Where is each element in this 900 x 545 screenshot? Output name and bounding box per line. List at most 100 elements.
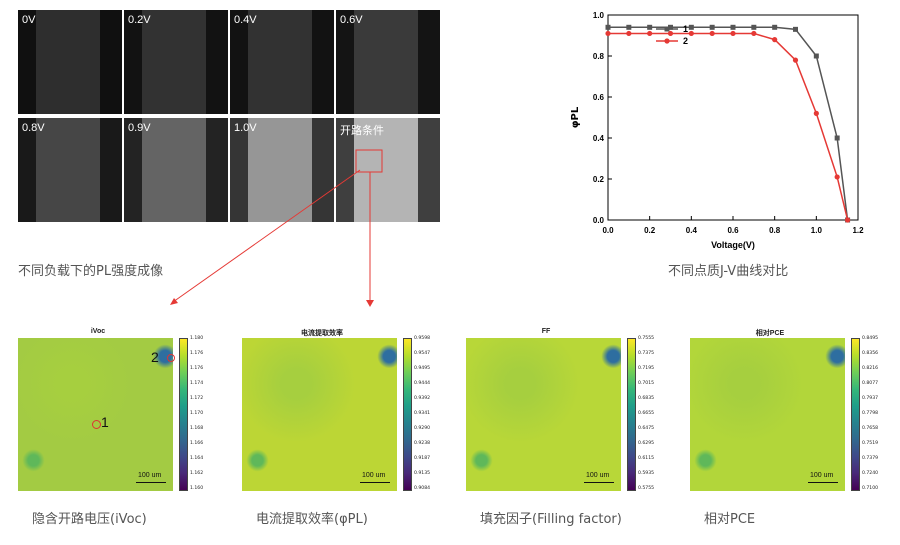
colorbar-tick-label: 1.166 [190, 441, 204, 446]
colorbar-tick-label: 0.7195 [638, 366, 655, 371]
map-title: 相对PCE [755, 330, 785, 337]
pl-image-grid: 0V 0.2V 0.4V 0.6V 0.8V 0.9V 1.0V 开路条件 [18, 10, 440, 222]
series-1-point [647, 24, 653, 30]
x-tick-label: 0.6 [727, 226, 739, 235]
pl-band [36, 10, 100, 114]
colorbar-tick-label: 1.174 [190, 381, 204, 386]
x-tick-label: 0.2 [644, 226, 656, 235]
colorbar-tick-label: 0.9187 [414, 456, 431, 461]
series-1-point [688, 24, 694, 30]
colorbar-tick-label: 0.9135 [414, 471, 431, 476]
series-2-point [730, 30, 736, 37]
colorbar-tick-label: 1.168 [190, 426, 204, 431]
colorbar-tick-label: 0.7798 [862, 411, 879, 416]
colorbar-tick-label: 0.9290 [414, 426, 431, 431]
map-image [466, 338, 621, 491]
colorbar-tick-label: 0.6835 [638, 396, 655, 401]
jv-caption: 不同点质J-V曲线对比 [668, 264, 789, 279]
arrow-left [172, 169, 361, 303]
colorbar-tick-label: 1.176 [190, 366, 204, 371]
map-image [242, 338, 397, 491]
series-2-point [772, 37, 778, 43]
colorbar-tick-label: 0.8356 [862, 351, 879, 356]
pl-band [354, 10, 418, 114]
scale-label: 100 um [362, 472, 386, 479]
colorbar-tick-label: 1.170 [190, 411, 204, 416]
pl-tile-label: 1.0V [234, 122, 257, 134]
pl-tile: 0.4V [230, 10, 334, 114]
colorbar-ticks: 0.7555 0.7375 0.7195 0.7015 0.6835 0.6655 0.64… [638, 336, 666, 491]
map-caption: 电流提取效率(φPL) [256, 512, 368, 527]
scale-bar [360, 482, 390, 483]
legend-marker-1 [664, 26, 670, 32]
colorbar-tick-label: 1.176 [190, 351, 204, 356]
series-1-point [605, 24, 611, 30]
scale-label: 100 um [810, 472, 834, 479]
map-caption: 填充因子(Filling factor) [480, 512, 622, 527]
series-2-point [626, 30, 632, 37]
y-tick-label: 0.6 [593, 93, 605, 102]
series-1-point [813, 53, 819, 59]
pl-tile: 0V [18, 10, 122, 114]
pl-band [36, 118, 100, 222]
colorbar-tick-label: 0.9495 [414, 366, 431, 371]
colorbar-tick-label: 0.7240 [862, 471, 879, 476]
pl-tile-label: 0.4V [234, 14, 257, 26]
series-2-point [834, 174, 840, 180]
x-tick-label: 0.0 [602, 226, 614, 235]
pl-caption: 不同负载下的PL强度成像 [18, 264, 164, 279]
scale-bar [136, 482, 166, 483]
colorbar-tick-label: 1.164 [190, 456, 204, 461]
colorbar [851, 338, 860, 491]
colorbar-tick-label: 0.9341 [414, 411, 431, 416]
series-1-point [709, 24, 715, 30]
colorbar-tick-label: 0.7379 [862, 456, 879, 461]
series-1-point [793, 26, 798, 32]
zoom-region-box [355, 149, 383, 173]
series-1-point [668, 24, 673, 30]
colorbar-tick-label: 0.7519 [862, 441, 879, 446]
scale-bar [584, 482, 614, 483]
pl-tile-label: 0.9V [128, 122, 151, 134]
pl-tile-label: 0V [22, 14, 36, 26]
colorbar-tick-label: 0.6475 [638, 426, 655, 431]
series-1-point [772, 24, 778, 30]
x-tick-label: 0.4 [686, 226, 698, 235]
pl-tile: 0.6V [336, 10, 440, 114]
pl-band [248, 10, 312, 114]
pl-tile-label: 0.8V [22, 122, 45, 134]
colorbar-tick-label: 0.5935 [638, 471, 655, 476]
y-tick-label: 0.4 [593, 134, 605, 143]
colorbar-tick-label: 0.7015 [638, 381, 655, 386]
series-1-point [730, 24, 736, 30]
map-image [690, 338, 845, 491]
series-2-point [647, 30, 653, 37]
pl-tile: 0.9V [124, 118, 228, 222]
pl-tile: 0.2V [124, 10, 228, 114]
legend-label-2: 2 [683, 36, 688, 46]
colorbar-tick-label: 0.9238 [414, 441, 431, 446]
colorbar-tick-label: 0.7555 [638, 336, 655, 341]
arrow-down-head [366, 300, 374, 307]
series-2-point [844, 217, 851, 223]
pl-band [142, 10, 206, 114]
colorbar-ticks: 1.180 1.176 1.176 1.174 1.172 1.170 1.168 1.166… [190, 336, 218, 491]
colorbar-tick-label: 0.9444 [414, 381, 431, 386]
legend-label-1: 1 [683, 24, 688, 34]
colorbar-tick-label: 0.9392 [414, 396, 431, 401]
arrow-left-head [170, 298, 178, 305]
legend-marker-2 [664, 38, 670, 44]
colorbar-tick-label: 1.162 [190, 471, 204, 476]
colorbar-tick-label: 0.7658 [862, 426, 879, 431]
y-tick-label: 0.0 [593, 216, 605, 225]
colorbar-tick-label: 0.9547 [414, 351, 431, 356]
map-title: FF [541, 328, 551, 335]
colorbar-tick-label: 0.7375 [638, 351, 655, 356]
pl-tile: 1.0V [230, 118, 334, 222]
pl-tile-label: 0.6V [340, 14, 363, 26]
series-2-point [605, 30, 611, 37]
series-1-point [626, 24, 632, 30]
jv-chart: 0.0 0.2 0.4 0.6 0.8 1.0 1.2 0.0 0.2 0.4 0.6 0.8 1.0 V… [570, 11, 864, 250]
colorbar-tick-label: 0.9598 [414, 336, 431, 341]
